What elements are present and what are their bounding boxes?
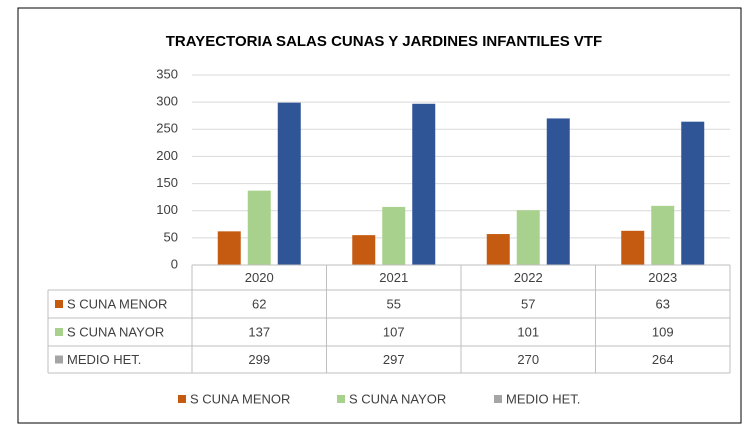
table-value: 137	[248, 324, 270, 339]
bar	[352, 235, 376, 265]
table-value: 55	[387, 296, 401, 311]
legend-key	[178, 395, 186, 403]
y-tick-label: 0	[171, 256, 178, 271]
table-value: 62	[252, 296, 266, 311]
table-value: 299	[248, 352, 270, 367]
bar	[681, 121, 705, 265]
table-series-name: S CUNA MENOR	[67, 296, 167, 311]
table-value: 107	[383, 324, 405, 339]
table-value: 270	[517, 352, 539, 367]
legend-label: MEDIO HET.	[506, 391, 580, 406]
table-series-name: MEDIO HET.	[67, 352, 141, 367]
table-value: 63	[656, 296, 670, 311]
bar	[651, 205, 675, 265]
x-tick-label: 2021	[379, 270, 408, 285]
y-tick-label: 50	[164, 229, 178, 244]
table-key	[55, 300, 63, 308]
y-tick-label: 250	[156, 121, 178, 136]
legend-label: S CUNA MENOR	[190, 391, 290, 406]
table-key	[55, 355, 63, 364]
bar	[382, 206, 406, 265]
chart-title: TRAYECTORIA SALAS CUNAS Y JARDINES INFAN…	[166, 33, 602, 50]
x-tick-label: 2023	[648, 270, 677, 285]
y-tick-label: 100	[156, 202, 178, 217]
y-tick-label: 150	[156, 175, 178, 190]
chart-frame	[17, 7, 742, 424]
bar	[546, 118, 570, 265]
bar	[621, 230, 645, 265]
table-value: 109	[652, 324, 674, 339]
bar	[412, 103, 436, 266]
x-tick-label: 2020	[245, 270, 274, 285]
table-key	[55, 328, 63, 336]
legend-key	[337, 395, 345, 403]
table-value: 297	[383, 352, 405, 367]
bar	[247, 190, 271, 265]
y-tick-label: 200	[156, 148, 178, 163]
x-tick-label: 2022	[514, 270, 543, 285]
bar	[516, 210, 540, 265]
bar	[277, 102, 301, 265]
legend-key	[494, 395, 502, 403]
table-value: 264	[652, 352, 674, 367]
y-tick-label: 300	[156, 94, 178, 109]
table-series-name: S CUNA NAYOR	[67, 324, 164, 339]
table-value: 101	[517, 324, 539, 339]
bar	[217, 231, 241, 265]
table-value: 57	[521, 296, 535, 311]
legend-label: S CUNA NAYOR	[349, 391, 446, 406]
bar	[486, 234, 510, 265]
y-tick-label: 350	[156, 66, 178, 81]
